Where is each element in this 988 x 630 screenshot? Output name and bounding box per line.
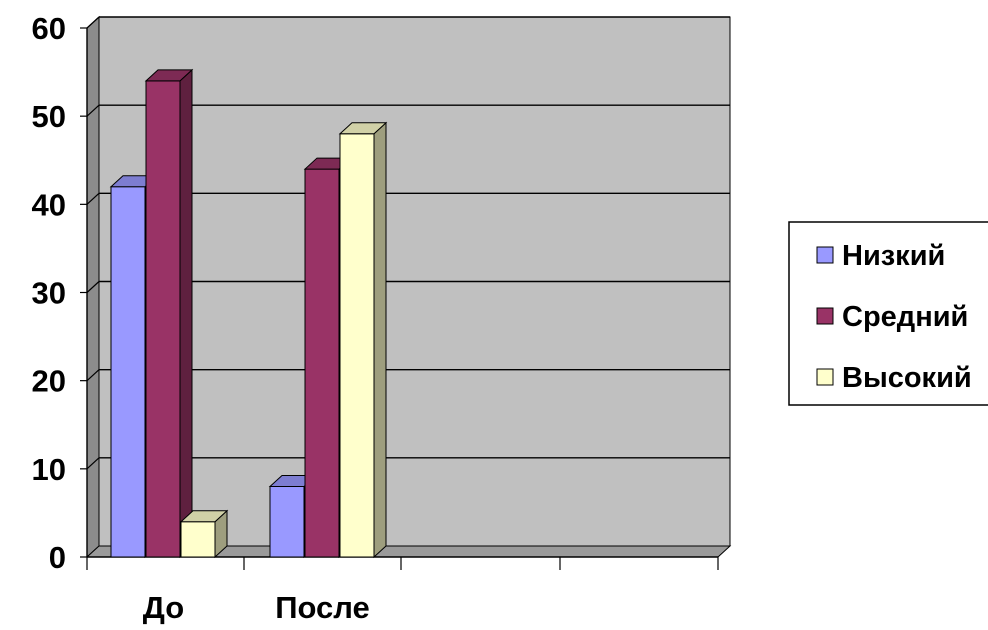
bar-front xyxy=(304,168,340,558)
bar xyxy=(144,68,194,559)
gridline-side xyxy=(86,369,100,382)
y-tick-label: 30 xyxy=(32,276,66,311)
bar-side xyxy=(179,68,193,559)
legend: Низкий Средний Высокий xyxy=(788,221,988,406)
y-tick-label: 60 xyxy=(32,11,66,46)
legend-label: Низкий xyxy=(842,240,945,272)
bar-front xyxy=(110,186,146,558)
x-category-label: До xyxy=(143,590,184,625)
bar-side xyxy=(373,121,387,559)
y-tick-label: 10 xyxy=(32,452,66,487)
y-tick-label: 40 xyxy=(32,187,66,222)
bar-top xyxy=(144,69,194,82)
bar-top xyxy=(179,510,229,523)
y-tick-label: 50 xyxy=(32,99,66,134)
bar-front xyxy=(180,521,216,558)
legend-swatch xyxy=(816,246,834,264)
gridline-side xyxy=(86,192,100,205)
gridline-side xyxy=(86,16,100,29)
y-tick-label: 0 xyxy=(49,540,66,575)
gridlines xyxy=(86,16,730,470)
bar xyxy=(338,121,388,559)
gridline-side xyxy=(86,281,100,293)
legend-swatch xyxy=(816,368,834,386)
bar-front xyxy=(339,133,375,558)
legend-label: Высокий xyxy=(842,362,972,394)
gridline-side xyxy=(86,104,100,117)
x-category-label: После xyxy=(275,590,370,625)
legend-label: Средний xyxy=(842,301,968,333)
gridline-side xyxy=(86,457,100,470)
legend-swatch xyxy=(816,307,834,325)
y-tick-label: 20 xyxy=(32,364,66,399)
bar-front xyxy=(269,485,305,558)
bar xyxy=(179,509,229,559)
bar-front xyxy=(145,80,181,558)
axis-labels: 0 10 20 30 40 50 60 До После xyxy=(32,11,370,625)
bar-top xyxy=(338,122,388,135)
bars xyxy=(109,68,388,559)
